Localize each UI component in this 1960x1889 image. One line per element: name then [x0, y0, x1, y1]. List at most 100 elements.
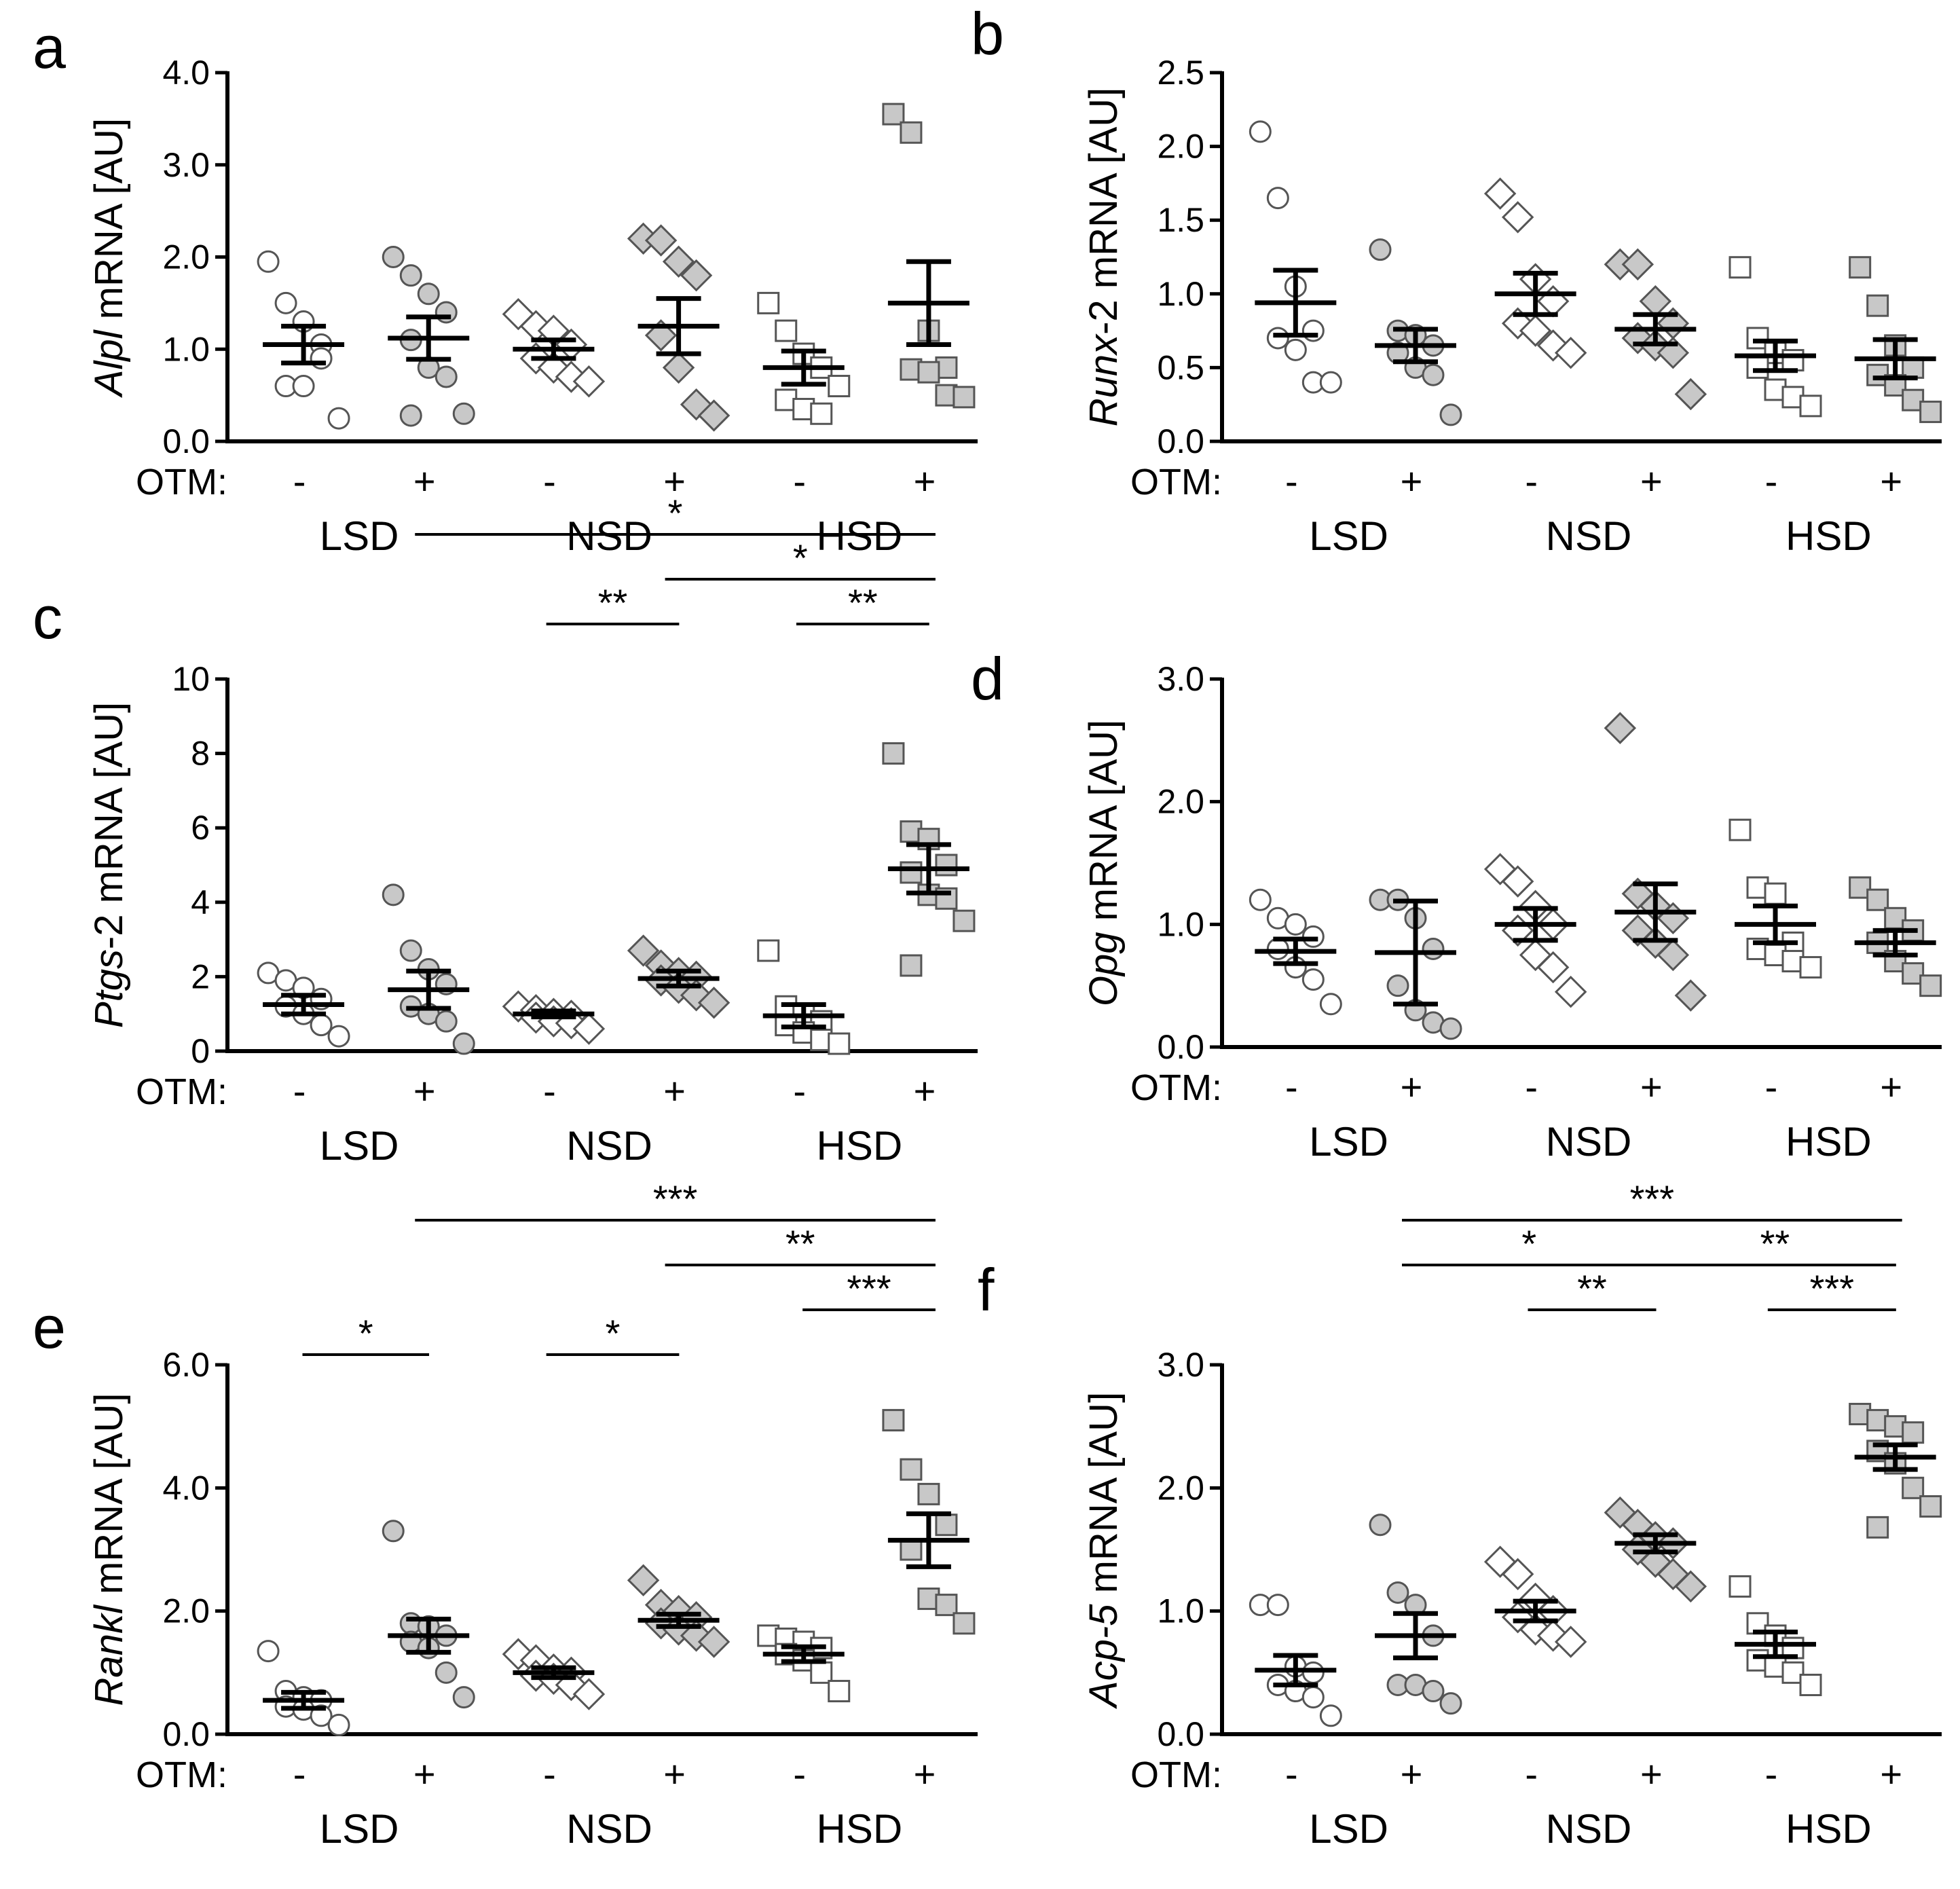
- data-point: [900, 1458, 923, 1481]
- y-tick-label: 3.0: [162, 146, 210, 184]
- group-label: LSD: [1309, 513, 1388, 559]
- data-point: [452, 1032, 475, 1055]
- y-tick-label: 4.0: [162, 54, 210, 92]
- data-point: [1764, 882, 1787, 905]
- data-point: [828, 1680, 851, 1703]
- otm-sign: +: [1401, 1753, 1423, 1795]
- y-axis-label-unit: mRNA [AU]: [87, 1393, 131, 1606]
- data-point: [434, 301, 458, 324]
- otm-sign: -: [543, 1069, 556, 1112]
- data-point: [382, 883, 405, 906]
- data-point: [1902, 1476, 1925, 1499]
- data-point: [1621, 248, 1654, 281]
- y-tick-label: 2.0: [162, 1592, 210, 1630]
- data-point: [1902, 1421, 1925, 1444]
- data-point: [1483, 177, 1517, 210]
- data-point: [1781, 349, 1805, 372]
- data-point: [274, 291, 297, 314]
- data-point: [757, 939, 780, 962]
- data-point: [953, 909, 976, 932]
- data-point: [1301, 1686, 1325, 1709]
- data-point: [662, 351, 695, 384]
- y-tick-label: 4.0: [162, 1469, 210, 1507]
- otm-sign: -: [793, 1069, 806, 1112]
- otm-sign: +: [663, 460, 686, 502]
- y-axis-label-gene: Runx: [1081, 333, 1126, 426]
- data-point: [1604, 712, 1637, 744]
- data-point: [1284, 913, 1307, 936]
- data-point: [882, 742, 905, 765]
- y-axis-label: Rankl mRNA [AU]: [87, 1393, 131, 1706]
- data-point: [680, 259, 713, 292]
- data-point: [1439, 1692, 1462, 1715]
- otm-sign: -: [1525, 1753, 1538, 1795]
- y-axis-label-unit: mRNA [AU]: [1081, 1392, 1126, 1604]
- data-point: [1746, 356, 1769, 379]
- data-point: [1501, 1558, 1534, 1590]
- group-label: NSD: [566, 513, 652, 559]
- data-point: [627, 934, 660, 967]
- panel-letter: d: [971, 645, 1004, 712]
- data-point: [1536, 285, 1570, 318]
- otm-sign: -: [543, 460, 556, 502]
- panel-d: d 0.0 1.0 2.0 3.0 Opg mRNA [AU] OTM: - + - + - + LSD N…: [971, 645, 1942, 1164]
- y-tick-label: 0.0: [1157, 422, 1204, 460]
- group-label: NSD: [566, 1806, 652, 1852]
- data-point: [810, 402, 833, 425]
- significance-label: **: [1760, 1222, 1790, 1265]
- data-point: [1919, 1495, 1942, 1518]
- otm-sign: +: [663, 1753, 686, 1795]
- significance-label: *: [358, 1312, 373, 1355]
- data-point: [1728, 818, 1752, 841]
- data-point: [1866, 294, 1889, 317]
- otm-label: OTM:: [136, 1755, 227, 1795]
- y-tick-label: 1.0: [1157, 1592, 1204, 1630]
- y-axis-label: Alpl mRNA [AU]: [87, 118, 131, 398]
- data-point: [1301, 968, 1325, 991]
- data-point: [1319, 1704, 1342, 1727]
- data-point: [1284, 338, 1307, 361]
- group-label: LSD: [320, 1123, 399, 1169]
- data-point: [1728, 1575, 1752, 1598]
- otm-sign: +: [1880, 1065, 1902, 1108]
- panel-c: c 0 2 4 6 8 10 Ptgs-2 mRNA [AU] OTM: - + - + - + LSD NSD…: [33, 492, 978, 1169]
- data-point: [572, 1678, 606, 1710]
- data-point: [1369, 238, 1392, 261]
- data-point: [935, 1594, 958, 1617]
- data-point: [434, 1010, 458, 1033]
- significance-label: ***: [653, 1177, 697, 1220]
- significance-label: **: [1577, 1267, 1607, 1310]
- y-tick-label: 0: [191, 1032, 210, 1070]
- data-point: [1501, 865, 1534, 898]
- group-label: HSD: [816, 1123, 902, 1169]
- y-tick-label: 3.0: [1157, 660, 1204, 698]
- y-tick-label: 0.0: [162, 1715, 210, 1753]
- data-point: [1266, 327, 1289, 350]
- otm-sign: -: [793, 1753, 806, 1795]
- data-point: [434, 1661, 458, 1684]
- y-axis-label: Acp-5 mRNA [AU]: [1081, 1392, 1126, 1709]
- data-point: [399, 404, 422, 427]
- data-point: [452, 402, 475, 425]
- data-point: [1866, 888, 1889, 911]
- y-axis-label-unit: -2 mRNA [AU]: [1081, 88, 1126, 335]
- y-axis-label-unit: -2 mRNA [AU]: [87, 702, 131, 949]
- panel-letter: f: [978, 1256, 995, 1323]
- data-point: [327, 1713, 350, 1736]
- data-point: [1301, 1661, 1325, 1684]
- y-tick-label: 0.5: [1157, 348, 1204, 386]
- otm-sign: +: [413, 460, 436, 502]
- otm-sign: -: [1285, 1753, 1298, 1795]
- group-label: HSD: [816, 513, 902, 559]
- data-point: [1657, 938, 1690, 972]
- data-point: [935, 1514, 958, 1537]
- otm-sign: +: [914, 1069, 936, 1112]
- data-point: [828, 1032, 851, 1055]
- otm-label: OTM:: [136, 462, 227, 502]
- data-point: [502, 297, 535, 331]
- otm-sign: -: [293, 1753, 306, 1795]
- data-point: [292, 375, 315, 398]
- data-point: [1554, 1626, 1587, 1658]
